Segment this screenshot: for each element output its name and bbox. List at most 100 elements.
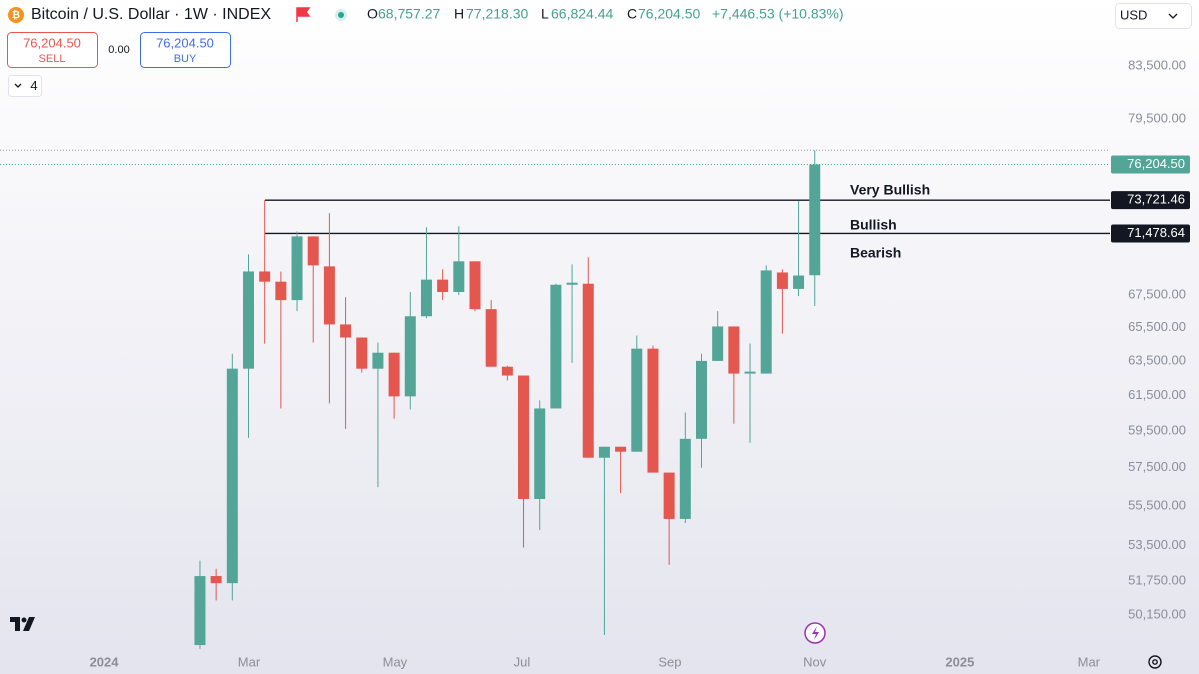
- candle-body: [291, 236, 303, 301]
- ohlc-value: 66,824.44: [551, 6, 613, 22]
- ohlc-value: 77,218.30: [466, 6, 528, 22]
- candle-body: [534, 408, 546, 499]
- buy-label: BUY: [174, 53, 197, 65]
- ohlc-letter: O: [367, 6, 378, 22]
- y-tick-label: 53,500.00: [1128, 537, 1186, 552]
- indicators-count: 4: [30, 78, 37, 93]
- y-tick-label: 59,500.00: [1128, 422, 1186, 437]
- candle-body: [712, 326, 724, 361]
- plot: [0, 149, 1110, 649]
- x-tick-label: Nov: [803, 654, 827, 669]
- y-tick-label: 57,500.00: [1128, 459, 1186, 474]
- level-label: 71,478.64: [1127, 225, 1185, 240]
- candle-body: [598, 446, 610, 458]
- candle-body: [226, 368, 238, 584]
- candle-body: [679, 438, 691, 519]
- candle-body: [243, 271, 255, 369]
- candle-body: [776, 272, 788, 289]
- level-label: 73,721.46: [1127, 192, 1185, 207]
- x-tick-label: Jul: [514, 654, 531, 669]
- spread: 0.00: [108, 44, 129, 56]
- y-tick-label: 55,500.00: [1128, 497, 1186, 512]
- sell-label: SELL: [39, 53, 66, 65]
- logo[interactable]: [10, 617, 35, 631]
- sell-price: 76,204.50: [23, 35, 81, 50]
- status-dot: [338, 12, 344, 18]
- ohlc-value: 68,757.27: [378, 6, 440, 22]
- candle-body: [469, 261, 481, 310]
- settings-icon[interactable]: [1148, 655, 1162, 669]
- buy-button[interactable]: [140, 32, 231, 68]
- candle-body: [259, 271, 271, 282]
- coin-glyph: ₿: [12, 9, 20, 21]
- candle-body: [340, 324, 352, 338]
- candle-body: [437, 279, 449, 292]
- flag-icon[interactable]: [296, 7, 311, 22]
- x-tick-label: 2025: [945, 654, 974, 669]
- candle-body: [372, 352, 384, 369]
- indicators-toggle[interactable]: [8, 75, 42, 97]
- chevron: [14, 83, 22, 88]
- candle-body: [518, 375, 530, 499]
- candle-body: [663, 472, 675, 519]
- candle-body: [194, 576, 206, 646]
- candle-body: [323, 266, 335, 325]
- candle-body: [275, 281, 287, 301]
- x-tick-label: 2024: [90, 654, 120, 669]
- candle-body: [550, 284, 562, 409]
- candle-body: [615, 446, 627, 452]
- chevron: [1168, 13, 1178, 19]
- candle-body: [760, 270, 772, 374]
- ohlc-letter: L: [541, 6, 549, 22]
- candle-body: [744, 371, 756, 374]
- ohlc-letter: H: [454, 6, 464, 22]
- candle-body: [809, 164, 821, 276]
- candle-body: [695, 360, 707, 439]
- sell-button[interactable]: [7, 32, 98, 68]
- y-tick-label: 50,150.00: [1128, 607, 1186, 622]
- candle-body: [485, 309, 497, 367]
- level-label-box: [1111, 224, 1190, 243]
- y-tick-label: 79,500.00: [1128, 110, 1186, 125]
- candle-body: [728, 326, 740, 374]
- annotation: Bearish: [850, 245, 901, 261]
- x-tick-label: May: [383, 654, 408, 669]
- ohlc-change: +7,446.53 (+10.83%): [712, 6, 844, 22]
- y-tick-label: 67,500.00: [1128, 287, 1186, 302]
- ohlc-value: 76,204.50: [638, 6, 700, 22]
- y-tick-label: 83,500.00: [1128, 57, 1186, 72]
- candle-body: [420, 279, 432, 317]
- annotation: Very Bullish: [850, 182, 930, 198]
- candle-body: [453, 261, 465, 292]
- coin-icon: [8, 7, 24, 23]
- candle-body: [404, 316, 416, 397]
- candle-body: [566, 282, 578, 285]
- x-tick-label: Sep: [658, 654, 681, 669]
- y-tick-label: 51,750.00: [1128, 573, 1186, 588]
- level-label-box: [1111, 191, 1190, 210]
- candle-body: [631, 348, 643, 452]
- currency-select[interactable]: [1115, 3, 1192, 29]
- candle-body: [388, 352, 400, 397]
- y-tick-label: 61,500.00: [1128, 387, 1186, 402]
- price-label-box: [1111, 155, 1190, 174]
- y-tick-label: 65,500.00: [1128, 319, 1186, 334]
- symbol-title: Bitcoin / U.S. Dollar · 1W · INDEX: [31, 6, 271, 23]
- x-tick-label: Mar: [238, 654, 261, 669]
- annotation: Bullish: [850, 217, 897, 233]
- candle-body: [307, 236, 319, 266]
- candle-body: [356, 337, 368, 369]
- candle-body: [582, 283, 594, 458]
- buy-price: 76,204.50: [156, 35, 214, 50]
- ohlc-letter: C: [627, 6, 637, 22]
- x-tick-label: Mar: [1078, 654, 1101, 669]
- y-tick-label: 63,500.00: [1128, 352, 1186, 367]
- candle-body: [210, 576, 222, 584]
- currency: USD: [1120, 7, 1147, 22]
- candle-body: [501, 366, 513, 376]
- candle-body: [793, 275, 805, 289]
- price-label: 76,204.50: [1127, 156, 1185, 171]
